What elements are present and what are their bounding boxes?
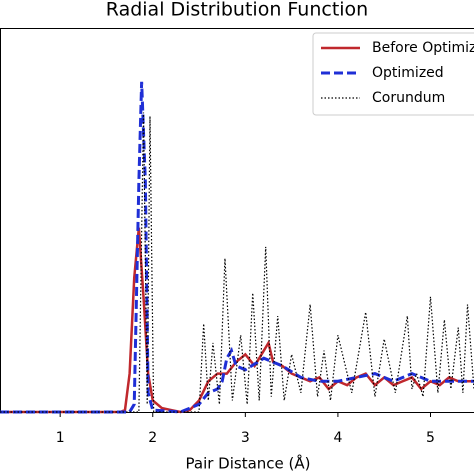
series-line <box>0 112 474 413</box>
legend-label: Before Optimization <box>372 40 474 56</box>
x-axis-label: Pair Distance (Å) <box>186 454 311 473</box>
x-tick-label: 3 <box>241 430 250 446</box>
x-tick-label: 5 <box>426 430 435 446</box>
legend-label: Optimized <box>372 65 444 81</box>
plot-frame <box>0 28 474 413</box>
legend-box <box>312 32 474 116</box>
legend-label: Corundum <box>372 90 445 106</box>
x-tick-label: 2 <box>148 430 157 446</box>
x-tick-label: 4 <box>333 430 342 446</box>
series-line <box>0 227 474 414</box>
x-tick-label: 1 <box>56 430 65 446</box>
chart-title: Radial Distribution Function <box>106 0 368 21</box>
series-line <box>0 81 474 414</box>
